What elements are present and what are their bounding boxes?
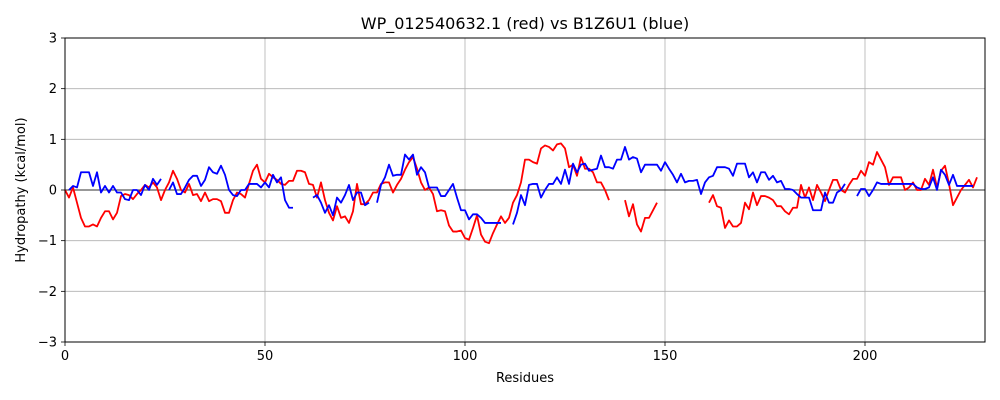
series-0-segment-1 [624, 199, 658, 233]
x-tick-label-4: 200 [853, 349, 878, 364]
y-tick-label-6: 3 [49, 32, 57, 47]
y-tick-label-0: −3 [38, 336, 57, 351]
series-1-segment-0 [68, 171, 162, 202]
series-1-segment-5 [856, 168, 973, 197]
y-axis-label: Hydropathy (kcal/mol) [14, 117, 29, 262]
y-tick-label-5: 2 [49, 82, 57, 97]
series-lines [64, 142, 978, 245]
series-1-segment-4 [512, 146, 846, 225]
x-tick-label-1: 50 [257, 349, 274, 364]
series-0-segment-0 [64, 142, 610, 245]
y-tick-label-4: 1 [49, 133, 57, 148]
y-tick-label-1: −2 [38, 285, 57, 300]
y-tick-label-2: −1 [38, 234, 57, 249]
series-1-segment-3 [376, 153, 501, 224]
x-tick-label-0: 0 [61, 349, 69, 364]
x-tick-label-3: 150 [653, 349, 678, 364]
axis-ticks: 0 50 100 150 200 −3 −2 −1 0 1 2 3 [38, 32, 878, 365]
x-axis-label: Residues [496, 371, 554, 386]
series-1-segment-2 [312, 184, 370, 217]
chart-title: WP_012540632.1 (red) vs B1Z6U1 (blue) [361, 14, 689, 34]
series-1-segment-1 [168, 164, 293, 209]
x-tick-label-2: 100 [453, 349, 478, 364]
y-tick-label-3: 0 [49, 184, 57, 199]
series-0-segment-2 [708, 151, 978, 229]
